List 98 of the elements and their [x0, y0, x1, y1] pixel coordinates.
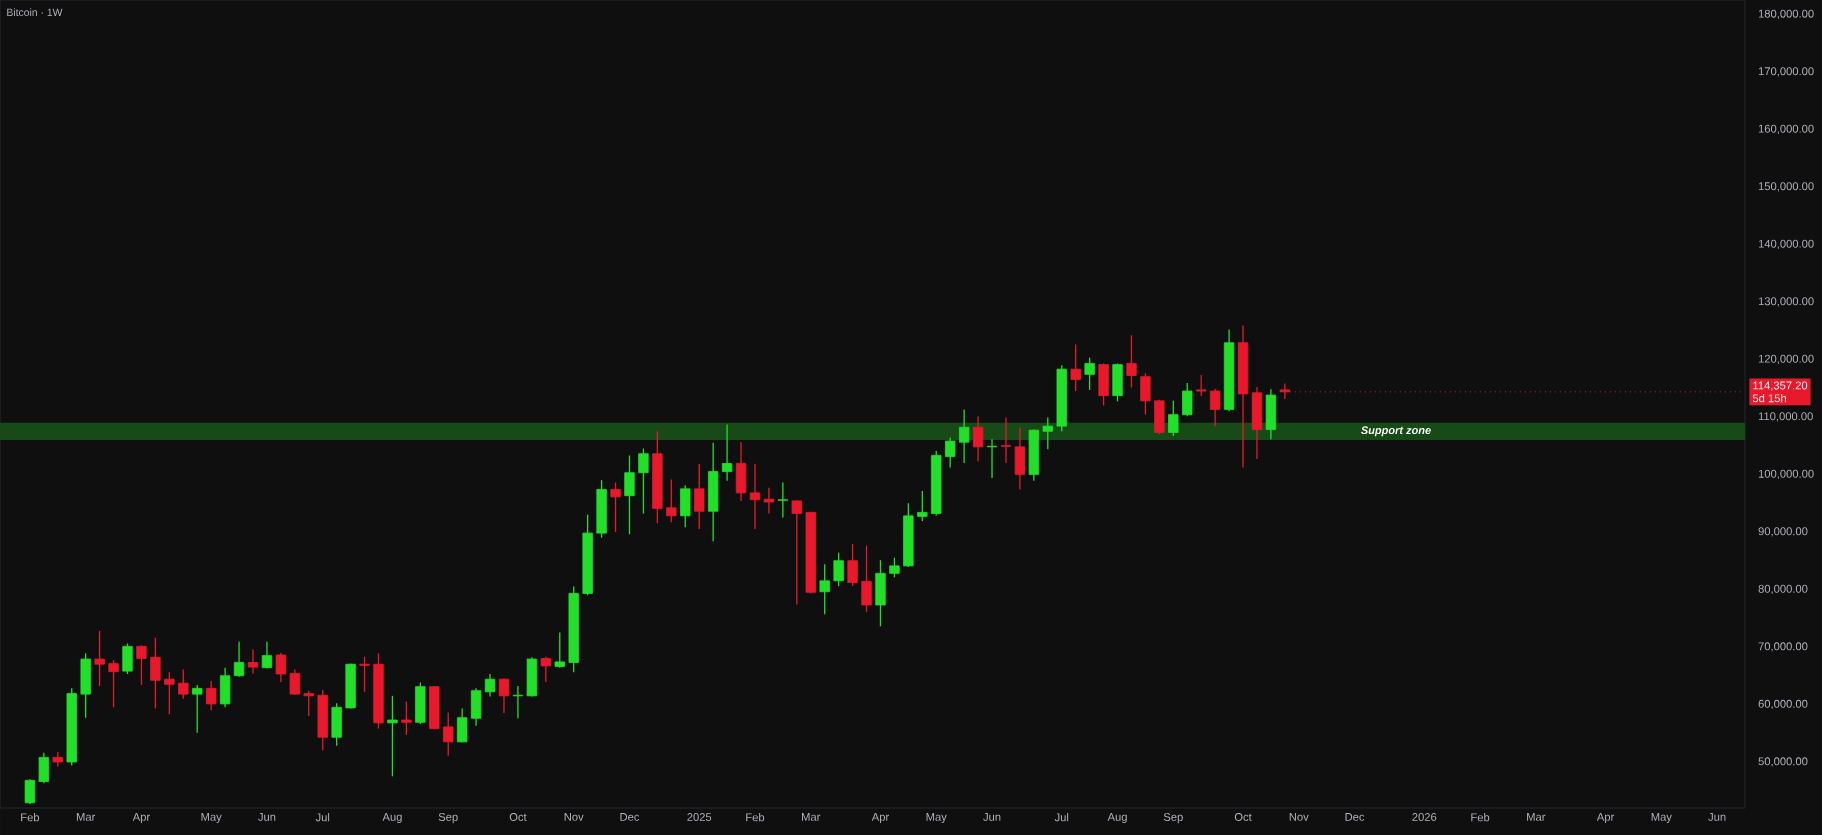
- x-tick-label: Jul: [315, 813, 330, 822]
- x-tick-label: Jun: [1708, 813, 1726, 821]
- text: 5d 15h: [1752, 394, 1786, 403]
- x-tick-label: Mar: [802, 813, 821, 821]
- x-tick-label: Aug: [1107, 813, 1127, 824]
- candlestick: [791, 499, 802, 606]
- candlestick: [1042, 416, 1053, 450]
- candlestick: [289, 668, 301, 696]
- candlestick: [554, 631, 565, 669]
- x-tick-label: 2025: [687, 813, 712, 821]
- candlestick: [1196, 374, 1207, 397]
- text: Bitcoin · 1W: [7, 8, 63, 17]
- x-tick-label: 2026: [1412, 813, 1437, 821]
- y-tick-label: 120,000.00: [1758, 354, 1814, 365]
- candlestick: [958, 408, 970, 464]
- candlestick: [24, 778, 36, 805]
- x-tick-label: Nov: [1289, 813, 1309, 821]
- candlestick: [610, 481, 621, 533]
- y-tick-label: 70,000.00: [1758, 642, 1808, 652]
- candlestick: [777, 481, 789, 519]
- x-tick-label: Nov: [564, 813, 584, 821]
- x-tick-label: May: [201, 813, 222, 824]
- y-tick-label: 140,000.00: [1758, 239, 1814, 250]
- x-tick-label: Jun: [258, 813, 276, 821]
- candlestick: [275, 652, 287, 683]
- candlestick: [205, 680, 217, 711]
- x-tick-label: Jul: [1054, 813, 1069, 822]
- x-tick-label: Jun: [983, 813, 1001, 821]
- x-tick-label: Apr: [871, 813, 889, 824]
- candlestick: [1168, 400, 1179, 437]
- x-tick-label: Feb: [1471, 813, 1490, 822]
- candlestick: [359, 656, 370, 693]
- y-tick-label: 130,000.00: [1758, 297, 1814, 307]
- candlestick: [1209, 388, 1221, 427]
- x-tick-label: Dec: [620, 813, 640, 821]
- x-tick-label: Feb: [21, 813, 40, 822]
- candlestick: [192, 684, 203, 734]
- candlestick: [819, 563, 830, 615]
- candlestick: [303, 690, 314, 717]
- candlestick: [1182, 382, 1193, 417]
- candlestick: [847, 543, 858, 587]
- y-tick-label: 60,000.00: [1758, 699, 1808, 710]
- candlestick: [484, 673, 496, 698]
- y-tick-label: 170,000.00: [1758, 67, 1814, 77]
- x-tick-label: Apr: [132, 813, 150, 824]
- x-tick-label: Apr: [1596, 813, 1615, 824]
- x-tick-label: Aug: [382, 813, 402, 824]
- candlestick: [1126, 334, 1137, 389]
- candlestick: [763, 487, 775, 515]
- y-tick-label: 150,000.00: [1758, 182, 1814, 192]
- candlestick: [721, 423, 733, 482]
- x-tick-label: Dec: [1345, 813, 1365, 821]
- candlestick: [178, 668, 189, 700]
- annotation: 114,357.20: [1753, 381, 1808, 391]
- y-tick-label: 180,000.00: [1758, 9, 1814, 19]
- y-tick-label: 80,000.00: [1758, 584, 1808, 595]
- candlestick: [861, 545, 872, 613]
- candlestick: [749, 463, 761, 530]
- candlestick: [1070, 343, 1081, 392]
- x-tick-label: Sep: [438, 813, 458, 824]
- candlestick: [972, 415, 984, 462]
- candlestick: [261, 641, 273, 669]
- x-tick-label: Oct: [509, 813, 527, 821]
- x-tick-label: Mar: [1527, 813, 1546, 821]
- band-label: Support zone: [1360, 426, 1431, 437]
- candlestick: [1000, 416, 1012, 464]
- candlestick: [945, 436, 956, 469]
- candlestick: [889, 557, 900, 579]
- x-tick-label: May: [1651, 813, 1672, 824]
- x-tick-label: May: [926, 813, 947, 824]
- y-tick-label: 100,000.00: [1758, 469, 1814, 480]
- x-tick-label: Mar: [76, 813, 96, 821]
- candlestick: [917, 490, 928, 522]
- candlestick: [624, 454, 635, 535]
- candlestick: [247, 648, 259, 675]
- candlestick: [136, 644, 147, 686]
- y-tick-label: 160,000.00: [1758, 124, 1814, 135]
- candlestick: [638, 447, 649, 515]
- candlestick: [150, 637, 161, 710]
- x-tick-label: Sep: [1163, 813, 1183, 824]
- x-tick-label: Oct: [1234, 813, 1252, 821]
- candlestick: [94, 630, 105, 687]
- candlestick: [666, 478, 677, 523]
- candlestick: [233, 641, 245, 678]
- candlestick: [443, 711, 454, 757]
- candlestick: [694, 463, 705, 530]
- candlestick: [1084, 357, 1095, 391]
- y-tick-label: 50,000.00: [1758, 757, 1808, 767]
- y-tick-label: 90,000.00: [1758, 527, 1808, 537]
- candlestick: [540, 656, 551, 683]
- candlestick: [401, 700, 412, 736]
- candlestick: [164, 671, 175, 715]
- x-tick-label: Feb: [746, 813, 765, 822]
- candlestick: [498, 677, 510, 714]
- y-tick-label: 110,000.00: [1758, 412, 1813, 422]
- candlestick: [833, 552, 844, 587]
- candlestick: [387, 695, 398, 778]
- candlestick: [108, 659, 119, 708]
